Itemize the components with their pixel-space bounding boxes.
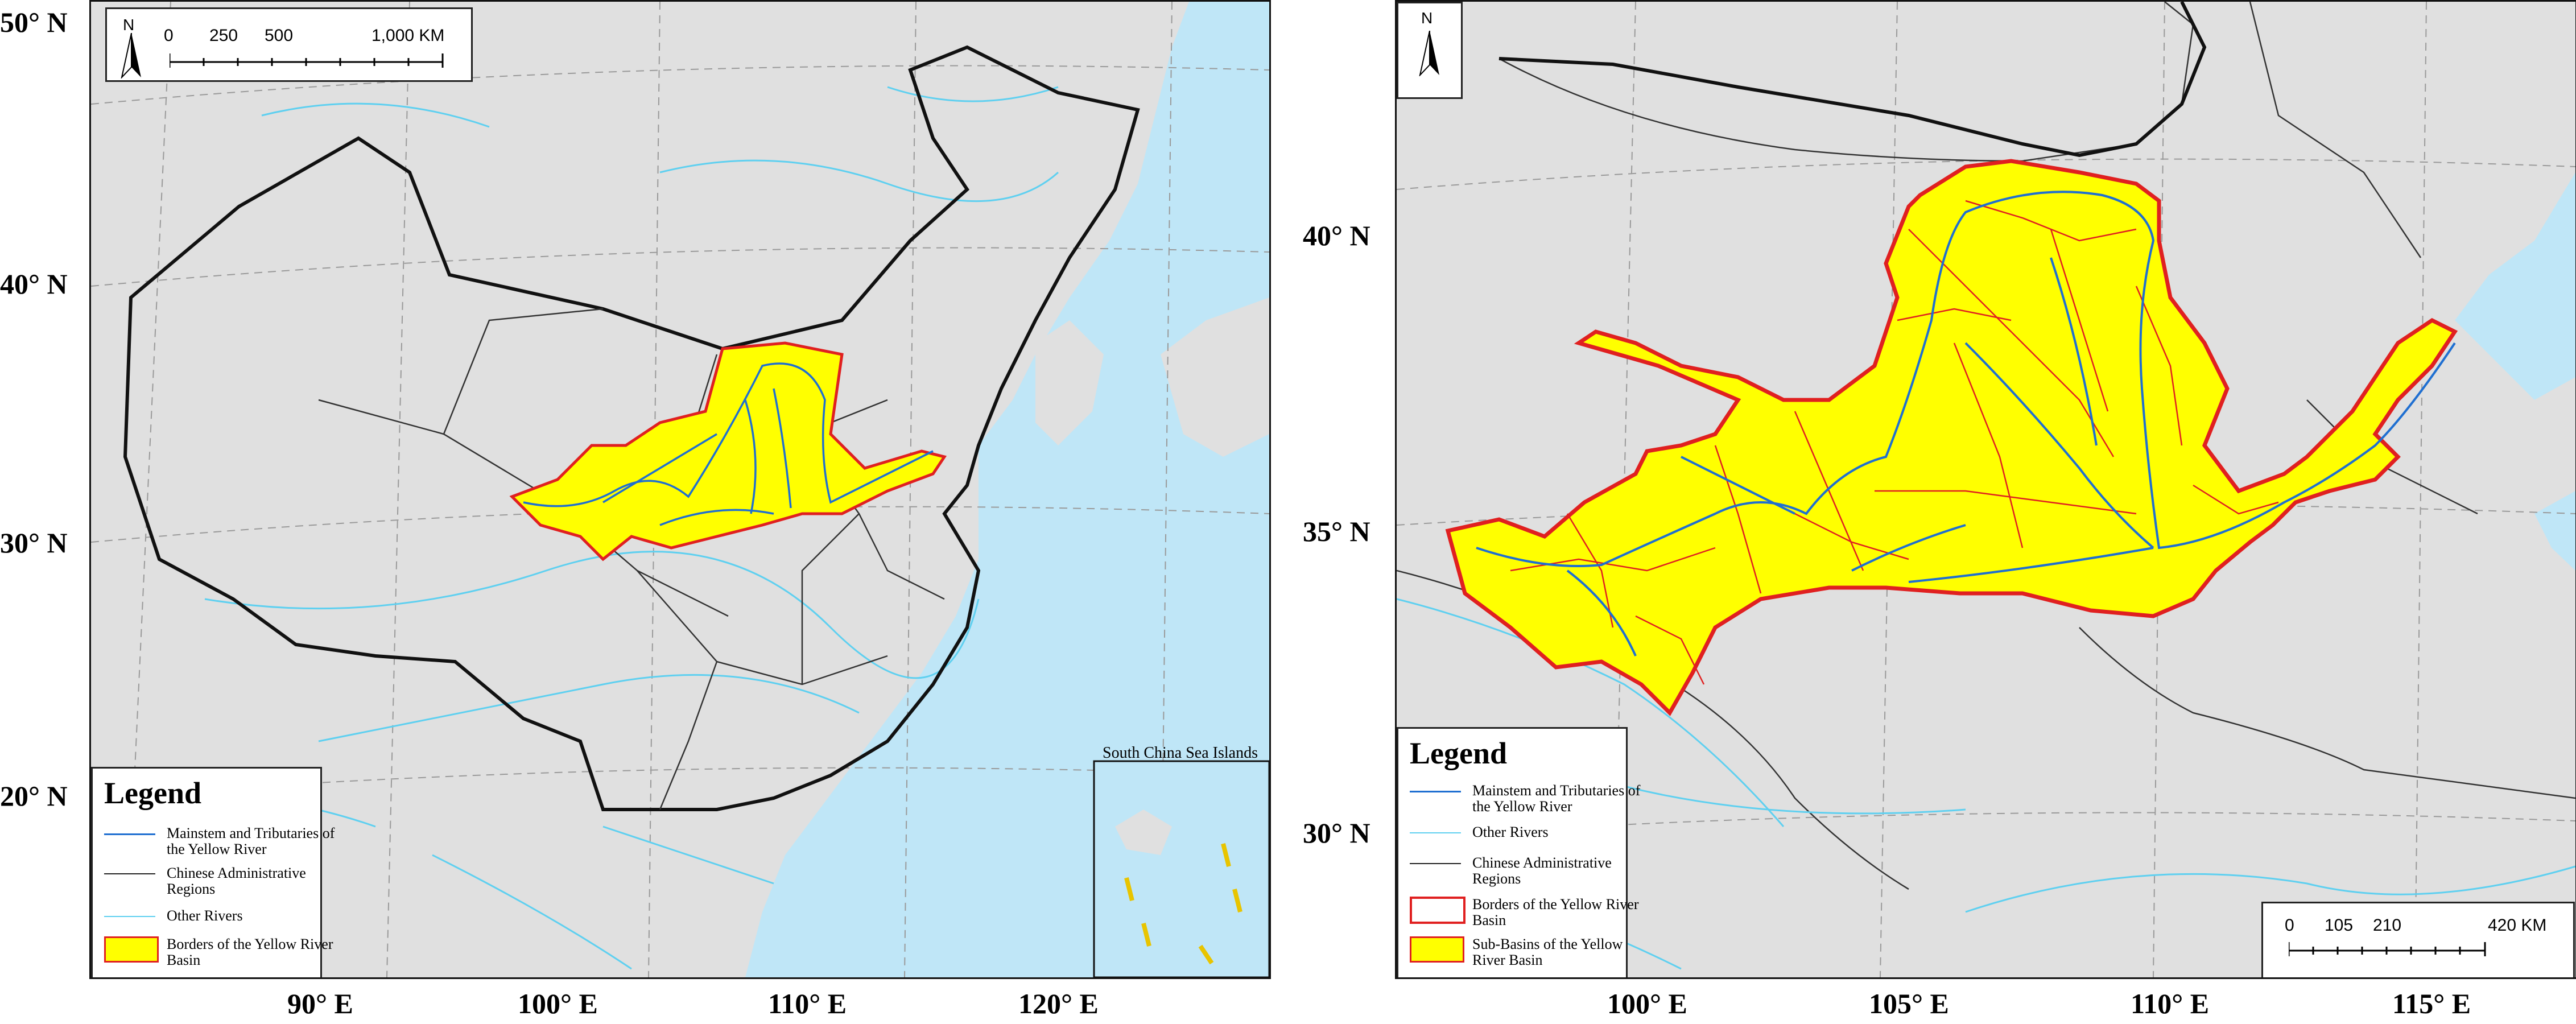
- lon-label-90e: 90° E: [287, 988, 353, 1019]
- north-arrow-label: N: [123, 16, 135, 34]
- scale-tick-250: 250: [209, 26, 238, 45]
- north-arrow-box-right: N: [1397, 2, 1463, 99]
- inset-dashed-line: [1124, 843, 1242, 965]
- korea-peninsula: [1035, 320, 1104, 445]
- lat-label-40n: 40° N: [0, 268, 68, 300]
- lon-label-120e: 120° E: [1018, 988, 1099, 1019]
- sub-basin-boundaries: [1510, 200, 2279, 685]
- legend-item-basin-border-right: Borders of the Yellow River Basin: [1410, 897, 1638, 931]
- legend-title-right: Legend: [1410, 736, 1508, 770]
- legend-item-sub-basins-right: Sub-Basins of the Yellow River Basin: [1410, 936, 1626, 971]
- legend-label-admin-right: Chinese Administrative Regions: [1472, 854, 1612, 887]
- swatch-basin-border-right: [1410, 897, 1465, 924]
- legend-item-admin-right: Chinese Administrative Regions: [1410, 855, 1626, 889]
- yellow-river-mainstem-right: [1476, 191, 2456, 656]
- yellow-river-basin-map: N Legend Mainstem and Tributaries of the…: [1395, 0, 2576, 979]
- legend-item-mainstem: Mainstem and Tributaries of the Yellow R…: [104, 825, 335, 860]
- legend-label-basin-border: Borders of the Yellow River Basin: [167, 936, 333, 968]
- yellow-river-mainstem: [523, 362, 934, 526]
- swatch-admin: [104, 873, 155, 874]
- legend-title: Legend: [104, 776, 202, 810]
- china-border: [123, 45, 1140, 811]
- legend-label-sub-basins-right: Sub-Basins of the Yellow River Basin: [1472, 936, 1623, 968]
- swatch-basin-border: [104, 936, 159, 963]
- lon-label-110e: 110° E: [768, 988, 847, 1019]
- lat-label-50n: 50° N: [0, 6, 68, 38]
- scale-tick-0-right: 0: [2285, 916, 2294, 935]
- legend-item-admin: Chinese Administrative Regions: [104, 865, 320, 899]
- north-arrow-icon-right: [1419, 31, 1439, 76]
- legend-label-mainstem-right: Mainstem and Tributaries of the Yellow R…: [1472, 782, 1641, 815]
- swatch-other-rivers-right: [1410, 832, 1461, 833]
- swatch-sub-basins-right: [1410, 936, 1464, 963]
- japan-islands: [1161, 298, 1269, 457]
- swatch-admin-right: [1410, 863, 1461, 864]
- scale-bar-ruler: [170, 53, 444, 68]
- legend-right: Legend Mainstem and Tributaries of the Y…: [1397, 727, 1640, 977]
- lon-label-105e-right: 105° E: [1869, 988, 1949, 1019]
- yellow-river-basin: [509, 341, 947, 561]
- legend-item-other-rivers-right: Other Rivers: [1410, 824, 1626, 847]
- scale-tick-500: 500: [265, 26, 294, 45]
- national-border: [1498, 2, 2207, 158]
- swatch-other-rivers: [104, 916, 155, 917]
- scale-tick-0: 0: [164, 26, 174, 45]
- legend-item-basin-border: Borders of the Yellow River Basin: [104, 936, 333, 971]
- scale-bar-ruler-right: [2289, 942, 2486, 956]
- scale-tick-210-right: 210: [2373, 916, 2402, 935]
- lat-label-30n-right: 30° N: [1303, 817, 1370, 849]
- south-china-sea-inset: [1093, 760, 1269, 977]
- legend-left: Legend Mainstem and Tributaries of the Y…: [91, 767, 335, 977]
- inset-land: [1115, 810, 1172, 855]
- legend-item-mainstem-right: Mainstem and Tributaries of the Yellow R…: [1410, 783, 1640, 817]
- scale-tick-420-right: 420 KM: [2488, 916, 2547, 935]
- swatch-mainstem-right: [1410, 791, 1461, 792]
- lon-label-100e-right: 100° E: [1607, 988, 1687, 1019]
- legend-item-other-rivers: Other Rivers: [104, 908, 320, 931]
- lat-label-20n: 20° N: [0, 780, 68, 812]
- inset-title: South China Sea Islands: [1103, 744, 1258, 762]
- lat-label-30n: 30° N: [0, 527, 68, 559]
- legend-label-other-rivers: Other Rivers: [167, 907, 243, 924]
- china-overview-map: N 0 250 500 1,000 KM South China Sea Isl…: [89, 0, 1271, 979]
- lon-label-100e: 100° E: [518, 988, 598, 1019]
- legend-label-basin-border-right: Borders of the Yellow River Basin: [1472, 896, 1639, 928]
- scale-tick-105-right: 105: [2325, 916, 2354, 935]
- legend-label-admin: Chinese Administrative Regions: [167, 865, 306, 897]
- lon-label-115e-right: 115° E: [2392, 988, 2471, 1019]
- north-arrow-label-right: N: [1421, 9, 1433, 27]
- scale-bar: N 0 250 500 1,000 KM: [105, 7, 473, 82]
- lat-label-40n-right: 40° N: [1303, 220, 1370, 251]
- north-arrow: N: [117, 16, 146, 79]
- scale-tick-1000: 1,000 KM: [371, 26, 445, 45]
- yellow-river-basin-polygon: [1445, 159, 2458, 716]
- lon-label-110e-right: 110° E: [2131, 988, 2210, 1019]
- legend-label-other-rivers-right: Other Rivers: [1472, 824, 1549, 840]
- north-arrow-icon: [121, 33, 141, 79]
- lat-label-35n-right: 35° N: [1303, 515, 1370, 547]
- yellow-sea: [2534, 491, 2575, 571]
- swatch-mainstem: [104, 833, 155, 835]
- scale-bar-right: 0 105 210 420 KM: [2261, 902, 2575, 977]
- legend-label-mainstem: Mainstem and Tributaries of the Yellow R…: [167, 825, 335, 857]
- bohai-sea: [2455, 172, 2575, 400]
